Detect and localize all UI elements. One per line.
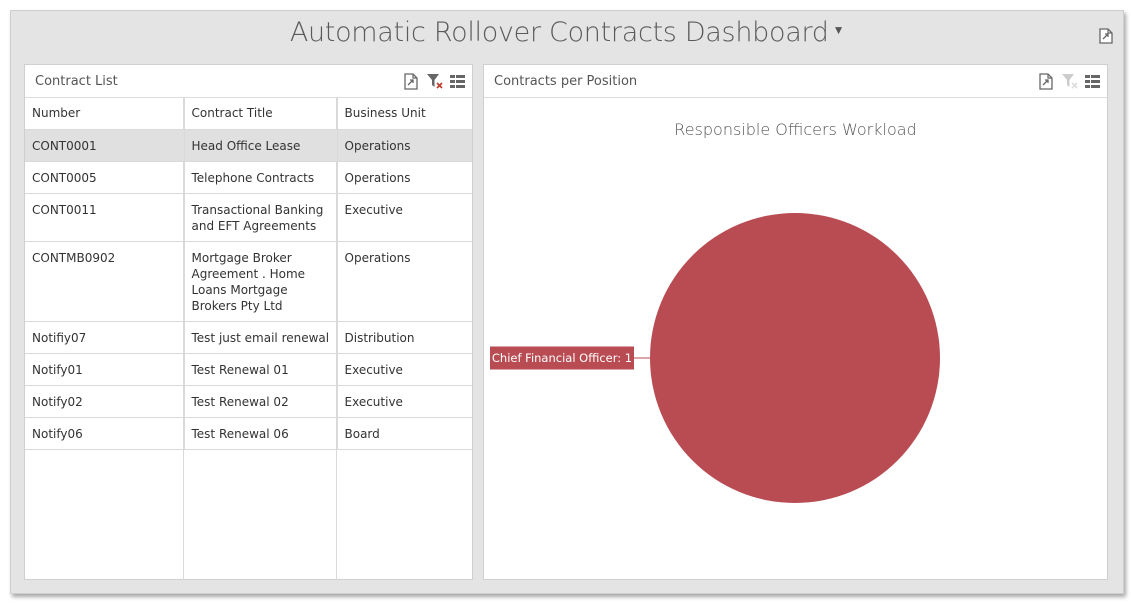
dashboard-frame: Automatic Rollover Contracts Dashboard ▼ …: [10, 10, 1124, 594]
cell-business-unit: Executive: [337, 193, 472, 242]
cell-business-unit: Operations: [337, 241, 472, 322]
cell-contract-title: Test Renewal 01: [184, 353, 338, 386]
clear-filter-icon[interactable]: [426, 73, 443, 90]
cell-number: Notify01: [25, 353, 185, 386]
column-header-business-unit[interactable]: Business Unit: [337, 98, 472, 130]
cell-number: Notify02: [25, 385, 185, 418]
table-row[interactable]: CONT0011 Transactional Banking and EFT Ag…: [25, 193, 472, 242]
cell-business-unit: Board: [337, 417, 472, 450]
table-row[interactable]: Notify01 Test Renewal 01 Executive: [25, 353, 472, 386]
cell-number: CONTMB0902: [25, 241, 185, 322]
chart-area: Responsible Officers Workload Chief Fina…: [484, 98, 1107, 580]
data-label: Chief Financial Officer: 1: [492, 351, 632, 365]
cell-business-unit: Distribution: [337, 321, 472, 354]
cell-contract-title: Test Renewal 02: [184, 385, 338, 418]
table-header-row: Number Contract Title Business Unit: [25, 98, 472, 130]
column-header-number[interactable]: Number: [25, 98, 185, 130]
cell-business-unit: Operations: [337, 129, 472, 162]
contract-list-panel: Contract List: [24, 64, 473, 580]
table-row[interactable]: Notifiy07 Test just email renewal Distribu…: [25, 321, 472, 354]
cell-number: Notify06: [25, 417, 185, 450]
cell-number: CONT0005: [25, 161, 185, 194]
chart-title: Responsible Officers Workload: [674, 120, 917, 139]
pie-slice-chief-financial-officer[interactable]: [650, 213, 940, 503]
dashboard-title-wrap: Automatic Rollover Contracts Dashboard ▼: [11, 17, 1123, 48]
cell-number: Notifiy07: [25, 321, 185, 354]
contract-list-header: Contract List: [25, 65, 472, 98]
cell-contract-title: Head Office Lease: [184, 129, 338, 162]
chart-tools: [1038, 73, 1101, 90]
contracts-per-position-panel: Contracts per Position: [483, 64, 1108, 580]
contracts-per-position-title: Contracts per Position: [494, 74, 638, 89]
contract-table: Number Contract Title Business Unit CONT…: [25, 98, 472, 450]
export-icon[interactable]: [403, 73, 420, 90]
table-row[interactable]: CONT0001 Head Office Lease Operations: [25, 129, 472, 162]
cell-number: CONT0011: [25, 193, 185, 242]
table-body: CONT0001 Head Office Lease Operations CONT0…: [25, 129, 472, 450]
export-icon[interactable]: [1038, 73, 1055, 90]
cell-number: CONT0001: [25, 129, 185, 162]
multi-select-icon[interactable]: [449, 73, 466, 90]
clear-filter-icon: [1062, 74, 1078, 89]
export-icon[interactable]: [1099, 28, 1113, 44]
cell-business-unit: Executive: [337, 385, 472, 418]
cell-business-unit: Executive: [337, 353, 472, 386]
pie-chart: Chief Financial Officer: 1: [490, 213, 940, 503]
table-row[interactable]: Notify02 Test Renewal 02 Executive: [25, 385, 472, 418]
table-row[interactable]: Notify06 Test Renewal 06 Board: [25, 417, 472, 450]
contracts-per-position-header: Contracts per Position: [484, 65, 1107, 98]
funnel-icon[interactable]: ▼: [832, 23, 845, 37]
table-row[interactable]: CONTMB0902 Mortgage Broker Agreement . Ho…: [25, 241, 472, 322]
cell-contract-title: Mortgage Broker Agreement . Home Loans M…: [184, 241, 338, 322]
cell-contract-title: Test Renewal 06: [184, 417, 338, 450]
data-label-box: [490, 346, 634, 370]
cell-contract-title: Test just email renewal: [184, 321, 338, 354]
cell-contract-title: Transactional Banking and EFT Agreements: [184, 193, 338, 242]
column-header-contract-title[interactable]: Contract Title: [184, 98, 338, 130]
table-row[interactable]: CONT0005 Telephone Contracts Operations: [25, 161, 472, 194]
contract-grid-area: Number Contract Title Business Unit CONT…: [25, 98, 472, 580]
contract-list-tools: [403, 73, 466, 90]
multi-select-icon[interactable]: [1084, 73, 1101, 90]
cell-business-unit: Operations: [337, 161, 472, 194]
cell-contract-title: Telephone Contracts: [184, 161, 338, 194]
dashboard-title: Automatic Rollover Contracts Dashboard: [289, 17, 829, 48]
contract-list-title: Contract List: [35, 74, 118, 89]
